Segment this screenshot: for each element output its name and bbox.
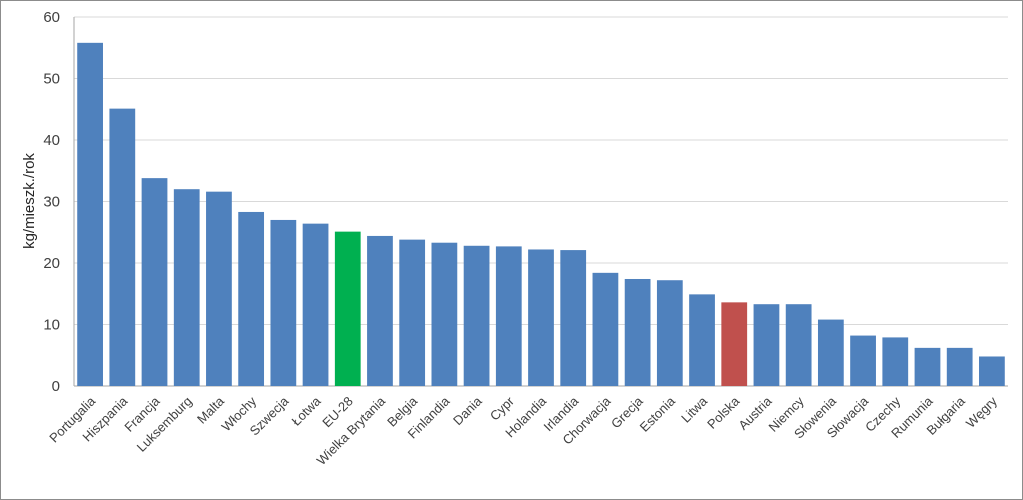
y-tick-label: 40 xyxy=(43,132,60,149)
bar-bułgaria xyxy=(946,347,973,386)
bar-słowenia xyxy=(817,319,844,386)
bar-belgia xyxy=(399,239,426,386)
y-tick-label: 0 xyxy=(52,378,60,395)
x-tick-label: Łotwa xyxy=(289,393,325,429)
bar-niemcy xyxy=(785,304,812,386)
bar-łotwa xyxy=(302,223,329,386)
y-axis-label: kg/mieszk./rok xyxy=(21,153,38,249)
x-tick-label: Estonia xyxy=(637,393,679,435)
bar-francja xyxy=(141,178,168,386)
bar-szwecja xyxy=(270,219,297,386)
bar-grecja xyxy=(624,278,651,386)
bar-dania xyxy=(463,245,490,386)
y-tick-label: 60 xyxy=(43,9,60,26)
bar-eu-28 xyxy=(334,231,361,386)
bar-węgry xyxy=(979,356,1005,386)
bars xyxy=(77,42,1005,386)
bar-rumunia xyxy=(914,347,941,386)
bar-polska xyxy=(721,302,748,386)
bar-estonia xyxy=(656,280,683,386)
bar-austria xyxy=(753,304,780,386)
bar-finlandia xyxy=(431,242,458,386)
bar-luksemburg xyxy=(173,189,200,386)
bar-hiszpania xyxy=(109,108,136,386)
bar-wielka-brytania xyxy=(367,235,393,386)
bar-czechy xyxy=(882,337,909,386)
y-tick-label: 20 xyxy=(43,255,60,272)
bar-cypr xyxy=(495,246,522,386)
bar-portugalia xyxy=(77,42,103,386)
bar-litwa xyxy=(689,294,715,386)
bar-chorwacja xyxy=(592,272,619,386)
bar-holandia xyxy=(528,249,554,386)
x-tick-label: Dania xyxy=(450,393,485,428)
bar-irlandia xyxy=(560,250,587,386)
y-tick-label: 50 xyxy=(43,71,60,88)
y-tick-label: 10 xyxy=(43,317,60,334)
y-axis-ticks: 0 10 20 30 40 50 60 xyxy=(43,9,60,395)
x-tick-label: Polska xyxy=(704,393,743,432)
bar-malta xyxy=(206,191,232,386)
bar-słowacja xyxy=(850,335,876,386)
bar-włochy xyxy=(238,211,265,386)
x-tick-label: Węgry xyxy=(963,393,1001,431)
y-tick-label: 30 xyxy=(43,194,60,211)
